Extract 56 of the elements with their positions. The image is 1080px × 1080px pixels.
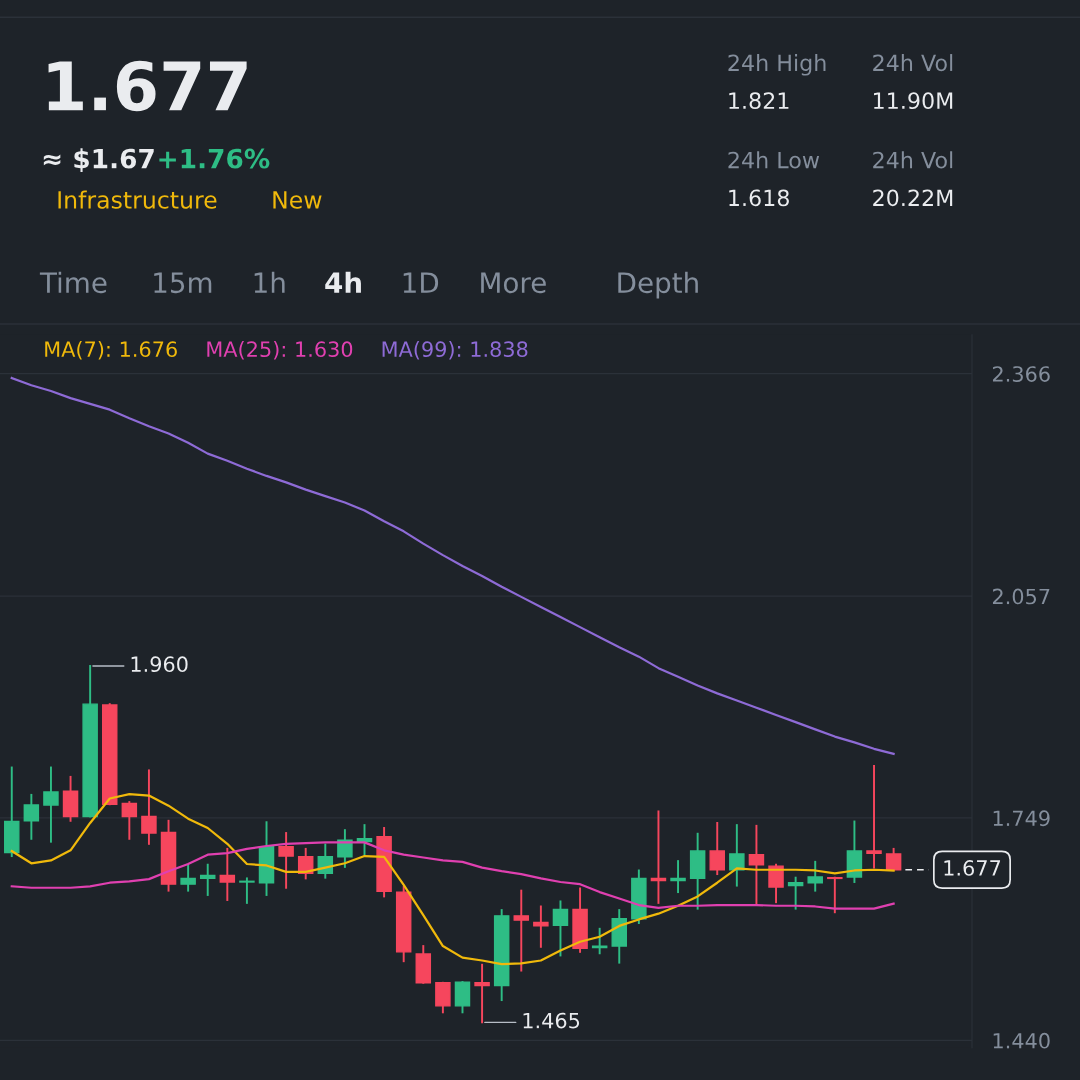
text: 24h Vol (873, 54, 953, 72)
text: MA(7): 1.676 (45, 340, 177, 360)
text: More (481, 272, 546, 294)
candlestick (199, 863, 216, 896)
annotation: 1.465 (523, 1012, 580, 1029)
text: 4h (325, 271, 361, 293)
candlestick (180, 863, 196, 892)
candlestick (670, 860, 686, 894)
text: MA(25): 1.630 (207, 340, 353, 360)
chart-title: 1.677 (48, 60, 247, 112)
candlestick (278, 832, 294, 889)
text: 1.821 (729, 92, 789, 110)
ref-line-label: 1.677 (944, 860, 1001, 876)
text: 24h Vol (873, 151, 953, 169)
candlestick (513, 889, 530, 972)
text: Time (39, 271, 107, 294)
text: +1.76% (159, 148, 270, 169)
annotation: 1.960 (131, 656, 188, 673)
candlestick (827, 876, 843, 914)
y-tick-label: 2.057 (992, 588, 1050, 605)
candlestick (474, 963, 490, 1024)
line-series (10, 376, 895, 755)
candlestick (435, 981, 451, 1014)
text: 20.22M (873, 189, 953, 207)
candlestick (787, 876, 804, 910)
candlestick (239, 877, 255, 904)
text: Infrastructure (58, 190, 217, 209)
candlestick (729, 824, 745, 887)
candlestick (454, 981, 471, 1014)
candlestick (141, 769, 157, 845)
text: 1h (254, 271, 285, 293)
text: New (273, 191, 322, 209)
y-tick-label: 2.366 (992, 366, 1050, 382)
candlestick (219, 847, 236, 901)
candlestick (23, 793, 40, 840)
candlestick (591, 927, 608, 955)
candlestick (43, 766, 59, 843)
text: 15m (154, 272, 212, 294)
candlestick (709, 821, 725, 876)
candlestick (768, 863, 784, 904)
text: Depth (618, 271, 698, 299)
candlestick (748, 824, 765, 907)
text: ≈ $1.67 (43, 148, 154, 173)
candlestick (121, 801, 138, 840)
y-tick-label: 1.440 (993, 1032, 1050, 1049)
candlestick (552, 900, 569, 957)
text: 24h Low (728, 151, 820, 169)
text: 24h High (728, 54, 826, 76)
text: MA(99): 1.838 (382, 340, 528, 360)
candlestick (533, 905, 549, 948)
candlestick (866, 765, 882, 869)
candlestick (807, 860, 823, 892)
text: 1.618 (729, 189, 789, 207)
text: 11.90M (874, 92, 953, 110)
text: 1D (403, 272, 439, 293)
y-tick-label: 1.749 (993, 810, 1050, 827)
